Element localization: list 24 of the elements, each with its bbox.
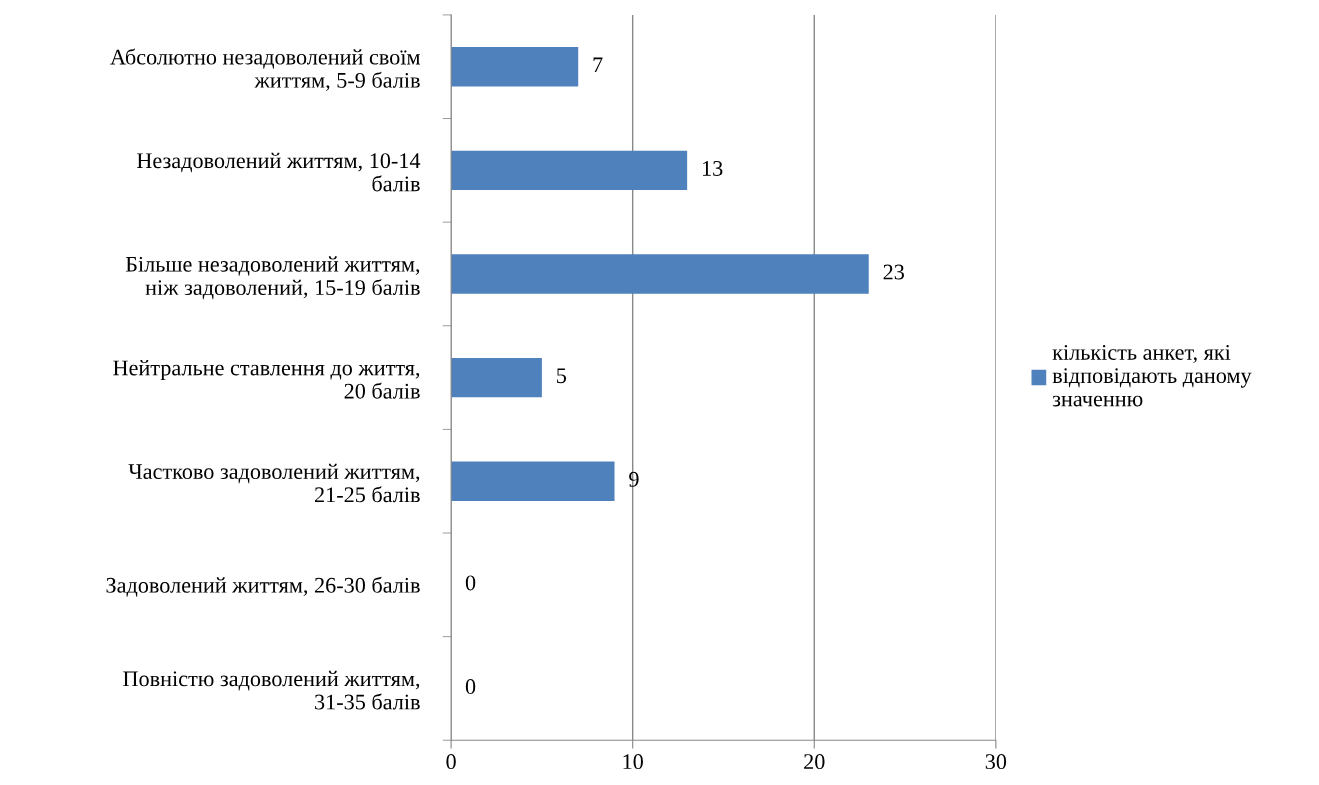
bar bbox=[451, 150, 688, 191]
x-tick-label: 20 bbox=[804, 754, 825, 770]
x-tick-label: 30 bbox=[985, 754, 1007, 770]
x-tick-label: 0 bbox=[446, 754, 456, 770]
data-label: 0 bbox=[465, 679, 476, 695]
y-tick-label: Частково задоволений життям, 21-25 балів bbox=[128, 463, 420, 503]
x-tick-label: 10 bbox=[623, 754, 643, 770]
data-label: 9 bbox=[629, 471, 639, 487]
bar bbox=[451, 47, 579, 87]
data-label: 7 bbox=[593, 57, 603, 73]
y-tick-label: Більше незадоволений життям, ніж задоволений, 15-19 балів bbox=[125, 256, 420, 300]
bar bbox=[451, 254, 869, 294]
y-tick-label: Задоволений життям, 26-30 балів bbox=[106, 576, 420, 597]
data-label: 5 bbox=[557, 368, 567, 384]
data-label: 0 bbox=[465, 575, 476, 591]
legend-label: кількість анкет, які відповідають даному значенню bbox=[1052, 344, 1252, 407]
y-tick-label: Повністю задоволений життям, 31-35 балів bbox=[123, 670, 420, 710]
data-label: 23 bbox=[883, 264, 904, 280]
bar bbox=[451, 357, 542, 398]
y-tick-label: Абсолютно незадоволений своїм життям, 5-9 балів bbox=[110, 48, 421, 92]
bar bbox=[451, 461, 615, 501]
y-tick-label: Нейтральне ставлення до життя, 20 балів bbox=[113, 360, 420, 399]
y-tick-label: Незадоволений життям, 10-14 балів bbox=[136, 152, 421, 192]
data-label: 13 bbox=[703, 160, 723, 176]
